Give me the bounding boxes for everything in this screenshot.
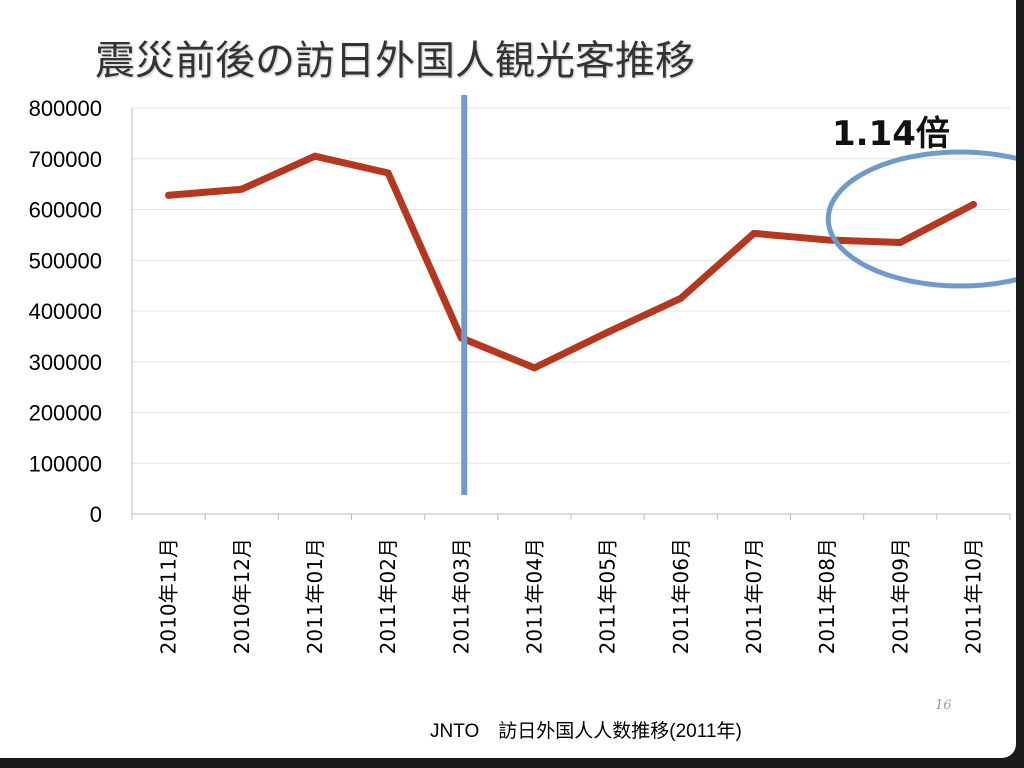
data-point (530, 364, 538, 372)
x-tick-label: 2011年01月 (303, 538, 327, 654)
overlays (461, 95, 1016, 495)
data-point (238, 185, 246, 193)
y-tick-label: 500000 (29, 248, 102, 273)
data-point (896, 238, 904, 246)
data-point (823, 236, 831, 244)
series-line (165, 152, 977, 372)
data-point (677, 294, 685, 302)
x-tick-label: 2011年07月 (742, 538, 766, 654)
data-point (969, 200, 977, 208)
page-number: 16 (935, 698, 952, 713)
x-tick-label: 2011年08月 (815, 538, 839, 654)
x-tick-label: 2011年05月 (596, 538, 620, 654)
page-title: 震災前後の訪日外国人観光客推移 (95, 38, 695, 84)
highlight-ellipse (825, 149, 1016, 289)
y-tick-label: 400000 (29, 299, 102, 324)
x-tick-label: 2011年03月 (449, 538, 473, 654)
data-point (604, 328, 612, 336)
grid (132, 107, 1010, 464)
x-tick-label: 2011年02月 (376, 538, 400, 654)
ratio-annotation: 1.14倍 (832, 114, 950, 154)
x-tick-label: 2010年11月 (157, 538, 181, 654)
x-axis-ticks: 2010年11月 2010年12月 2011年01月 2011年02月 2011年03月… (157, 538, 986, 654)
slide: 震災前後の訪日外国人観光客推移 0 100000 200000 300000 40000… (0, 0, 1016, 758)
data-point (384, 169, 392, 177)
x-tick-label: 2011年09月 (888, 538, 912, 654)
x-tick-label: 2011年06月 (669, 538, 693, 654)
y-tick-label: 800000 (29, 96, 102, 121)
y-tick-label: 0 (90, 502, 102, 527)
y-tick-label: 100000 (29, 451, 102, 476)
line-chart: 0 100000 200000 300000 400000 500000 600000 700… (29, 95, 1016, 654)
x-tick-label: 2011年04月 (522, 538, 546, 654)
data-point (311, 152, 319, 160)
series-layer (165, 152, 977, 372)
axes (131, 108, 1011, 520)
y-tick-label: 200000 (29, 401, 102, 426)
y-tick-label: 700000 (29, 147, 102, 172)
data-point (750, 229, 758, 237)
x-tick-label: 2010年12月 (230, 538, 254, 654)
x-tick-label: 2011年10月 (961, 538, 985, 654)
data-point (165, 191, 173, 199)
y-tick-label: 600000 (29, 198, 102, 223)
y-tick-label: 300000 (29, 350, 102, 375)
y-axis-ticks: 0 100000 200000 300000 400000 500000 600000 700… (29, 96, 102, 527)
source-caption: JNTO 訪日外国人人数推移(2011年) (430, 721, 742, 742)
